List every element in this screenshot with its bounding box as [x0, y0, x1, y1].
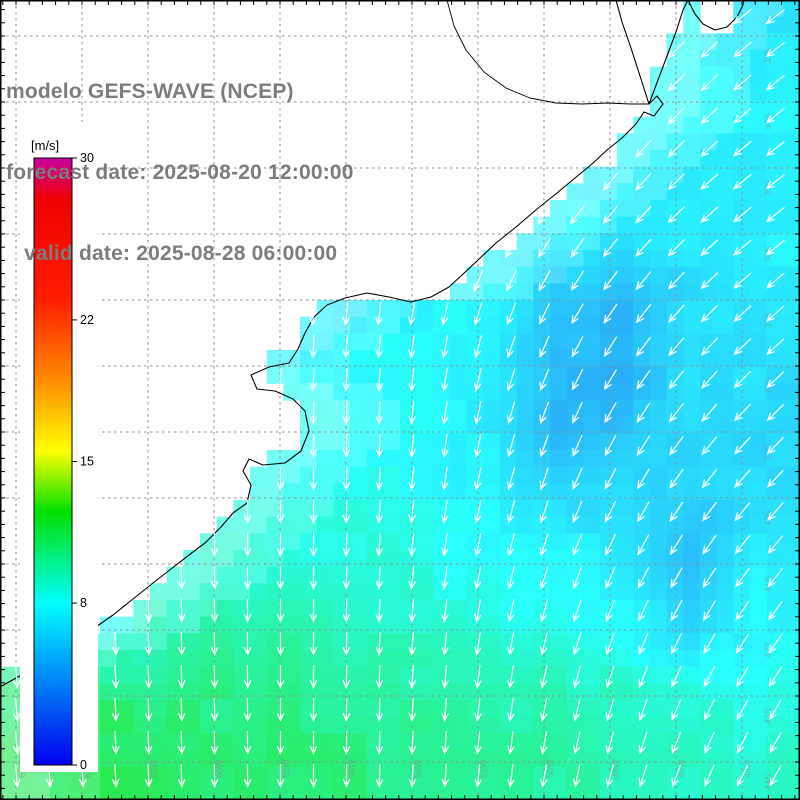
forecast-date-line: forecast date: 2025-08-20 12:00:00 — [6, 161, 354, 184]
uruguay-coastline — [687, 0, 745, 31]
valid-date-line: valid date: 2025-08-28 06:00:00 — [6, 242, 338, 265]
svg-text:46W: 46W — [677, 759, 687, 778]
svg-text:42S: 42S — [763, 642, 773, 658]
river-line — [446, 0, 649, 105]
svg-text:58W: 58W — [281, 759, 291, 778]
coastline — [0, 0, 745, 688]
svg-text:60W: 60W — [215, 759, 225, 778]
map-header: modelo GEFS-WAVE (NCEP) forecast date: 2… — [6, 24, 354, 321]
svg-text:62W: 62W — [149, 759, 159, 778]
wind-arrows — [13, 8, 785, 789]
colorbar-tick-label: 30 — [80, 151, 94, 165]
svg-text:52W: 52W — [479, 759, 489, 778]
svg-text:40S: 40S — [763, 510, 773, 526]
colorbar-tick-label: 22 — [80, 313, 94, 327]
svg-text:43S: 43S — [763, 708, 773, 724]
colorbar-tick-label: 8 — [80, 596, 87, 610]
svg-text:48W: 48W — [611, 759, 621, 778]
colorbar-gradient — [33, 157, 73, 766]
svg-text:44S: 44S — [763, 774, 773, 790]
svg-text:50W: 50W — [545, 759, 555, 778]
colorbar-tick-label: 15 — [80, 455, 94, 469]
svg-text:41S: 41S — [763, 576, 773, 592]
model-title: modelo GEFS-WAVE (NCEP) — [6, 80, 294, 103]
colorbar-tick-label: 0 — [80, 758, 87, 772]
svg-text:56W: 56W — [347, 759, 357, 778]
colorbar: [m/s] 30 22 15 8 0 — [20, 122, 98, 772]
svg-text:44W: 44W — [743, 759, 753, 778]
svg-text:54W: 54W — [413, 759, 423, 778]
colorbar-units: [m/s] — [31, 138, 59, 153]
